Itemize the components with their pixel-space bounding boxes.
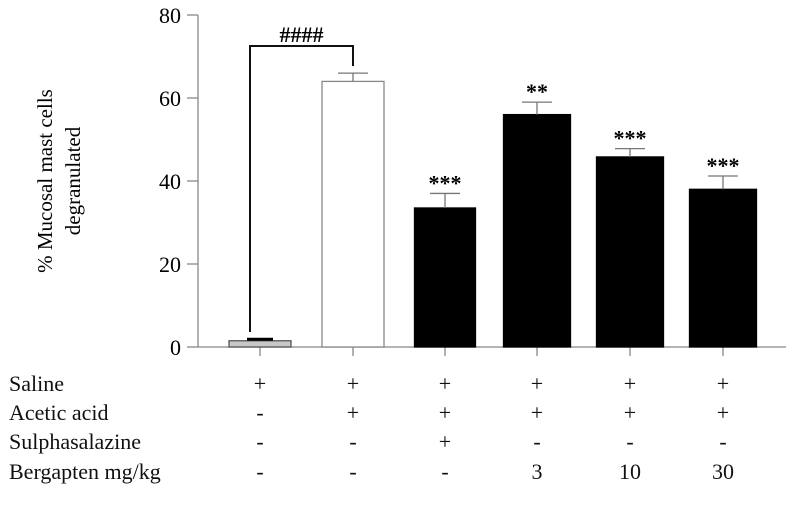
table-cell: + — [346, 400, 360, 425]
table-cell: - — [626, 429, 634, 454]
bar-0 — [228, 340, 292, 348]
bar-1 — [321, 80, 385, 348]
bar-4 — [595, 156, 665, 348]
bars — [228, 72, 758, 348]
table-cell: - — [719, 429, 727, 454]
table-cell: - — [256, 429, 264, 454]
x-axis — [198, 346, 786, 356]
table-cell: + — [438, 400, 452, 425]
table-cell: 30 — [712, 459, 734, 484]
significance-marker: *** — [707, 153, 740, 178]
row-label: Bergapten mg/kg — [9, 459, 161, 484]
table-cell: 3 — [531, 459, 543, 484]
significance-marker: *** — [614, 126, 647, 151]
bar-2 — [413, 207, 477, 348]
table-cell: - — [533, 429, 541, 454]
y-axis-label-line2: degranulated — [61, 126, 85, 235]
table-cell: + — [716, 371, 730, 396]
table-cell: 10 — [619, 459, 641, 484]
table-cell: + — [623, 400, 637, 425]
table-cell: + — [530, 400, 544, 425]
table-cell: + — [530, 371, 544, 396]
table-cell: + — [623, 371, 637, 396]
y-tick-label: 80 — [159, 3, 181, 28]
significance-marker: ** — [526, 79, 548, 104]
y-axis: 0 20 40 60 80 — [159, 3, 199, 360]
y-tick-label: 60 — [159, 86, 181, 111]
row-label: Saline — [9, 371, 64, 396]
table-cell: - — [349, 429, 357, 454]
table-cell: - — [441, 459, 449, 484]
table-cell: + — [716, 400, 730, 425]
bar-3 — [502, 113, 572, 348]
y-tick-label: 0 — [170, 335, 181, 360]
table-cell: + — [346, 371, 360, 396]
table-cell: - — [349, 459, 357, 484]
y-tick-label: 40 — [159, 169, 181, 194]
significance-marker: *** — [429, 170, 462, 195]
bar-5 — [688, 188, 758, 348]
table-cell: - — [256, 400, 264, 425]
y-axis-label-line1: % Mucosal mast cells — [33, 89, 57, 273]
table-cell: + — [438, 371, 452, 396]
table-cell: + — [253, 371, 267, 396]
comparison-bracket — [249, 45, 354, 332]
y-tick-label: 20 — [159, 252, 181, 277]
row-label: Sulphasalazine — [9, 429, 141, 454]
comparison-label: #### — [280, 22, 324, 47]
row-label: Acetic acid — [9, 400, 109, 425]
table-cell: - — [256, 459, 264, 484]
significance-annotations: ***********#### — [249, 22, 740, 332]
table-cell: + — [438, 429, 452, 454]
